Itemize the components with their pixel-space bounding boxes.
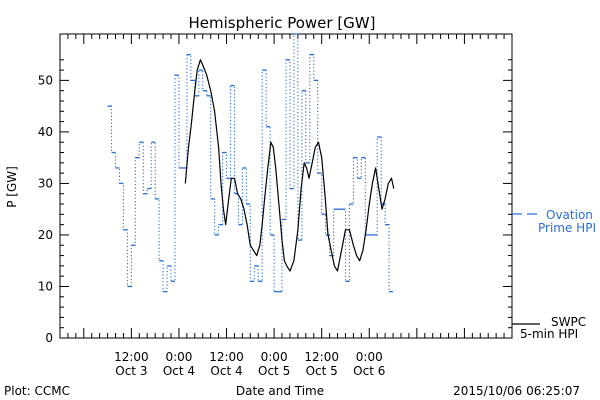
series-line-swpc-hpi (184, 59, 395, 272)
x-tick-label-time: 12:00 (114, 350, 149, 364)
x-tick-label-time: 0:00 (356, 350, 383, 364)
legend: Ovation Prime HPI SWPC 5-min HPI (512, 208, 596, 341)
y-tick-label: 50 (38, 73, 53, 87)
y-axis-label: P [GW] (5, 166, 19, 208)
y-tick-label: 0 (45, 331, 53, 345)
footer: Plot: CCMC Date and Time 2015/10/06 06:2… (4, 384, 580, 398)
x-axis-label: Date and Time (236, 384, 324, 398)
x-tick-label-date: Oct 5 (258, 364, 290, 378)
footer-plot-credit: Plot: CCMC (4, 384, 70, 398)
x-tick-label-date: Oct 5 (306, 364, 338, 378)
series-layer (107, 33, 395, 293)
footer-timestamp: 2015/10/06 06:25:07 (453, 384, 580, 398)
legend-label-ovation-line1: Ovation (546, 208, 593, 222)
legend-label-ovation-line2: Prime HPI (538, 221, 596, 235)
x-tick-label-date: Oct 3 (115, 364, 147, 378)
series-line-ovation-prime-hpi (107, 33, 394, 293)
y-tick-label: 10 (38, 279, 53, 293)
chart-title: Hemispheric Power [GW] (189, 14, 376, 32)
y-tick-label: 40 (38, 125, 53, 139)
legend-label-swpc-line1: SWPC (551, 315, 586, 329)
x-tick-label-time: 0:00 (165, 350, 192, 364)
plot-frame (59, 33, 513, 339)
x-tick-label-date: Oct 4 (163, 364, 195, 378)
legend-label-swpc-line2: 5-min HPI (520, 327, 578, 341)
x-tick-label-time: 12:00 (209, 350, 244, 364)
x-tick-label-date: Oct 4 (210, 364, 242, 378)
x-tick-label-date: Oct 6 (353, 364, 385, 378)
x-tick-label-time: 12:00 (304, 350, 339, 364)
y-tick-label: 30 (38, 176, 53, 190)
y-tick-label: 20 (38, 228, 53, 242)
x-tick-label-time: 0:00 (261, 350, 288, 364)
